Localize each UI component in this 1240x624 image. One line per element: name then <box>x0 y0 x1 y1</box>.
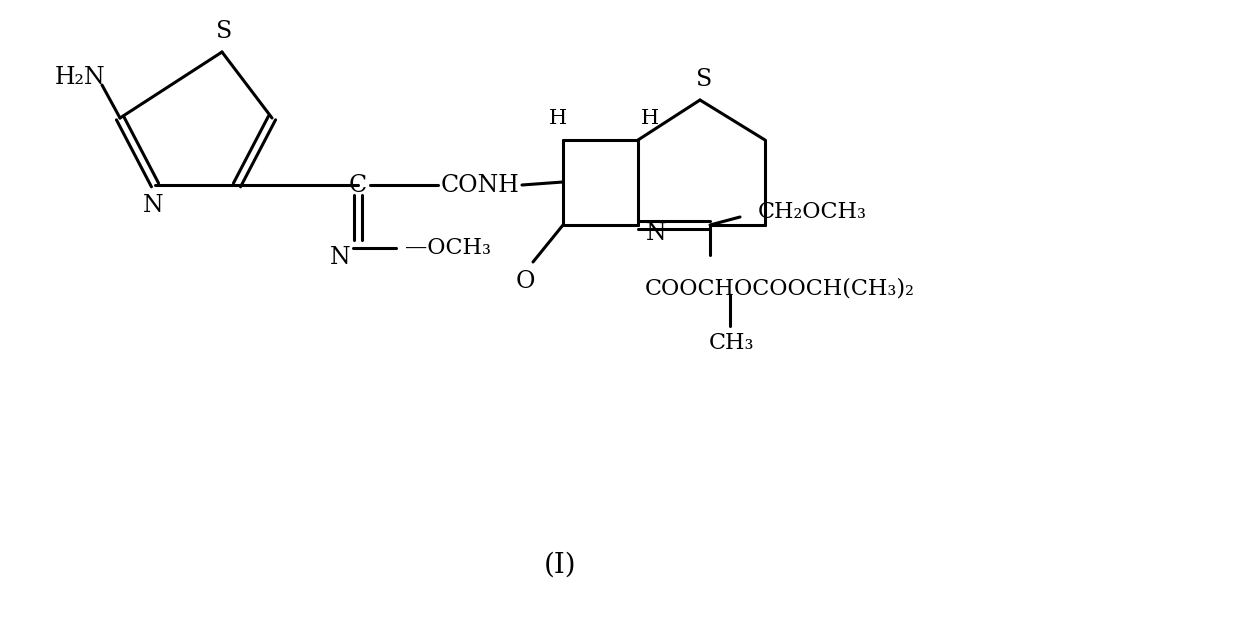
Text: N: N <box>143 193 164 217</box>
Text: N: N <box>330 246 351 270</box>
Text: —OCH₃: —OCH₃ <box>405 237 491 259</box>
Text: H: H <box>641 109 660 127</box>
Text: H: H <box>549 109 567 127</box>
Text: COOCHOCOOCH(CH₃)₂: COOCHOCOOCH(CH₃)₂ <box>645 277 915 299</box>
Text: N: N <box>646 222 666 245</box>
Text: O: O <box>516 270 534 293</box>
Text: CH₂OCH₃: CH₂OCH₃ <box>758 201 867 223</box>
Text: CONH: CONH <box>440 173 520 197</box>
Text: S: S <box>696 69 712 92</box>
Text: (I): (I) <box>543 552 577 578</box>
Text: H₂N: H₂N <box>55 67 105 89</box>
Text: CH₃: CH₃ <box>709 332 755 354</box>
Text: C: C <box>348 173 367 197</box>
Text: S: S <box>216 21 232 44</box>
